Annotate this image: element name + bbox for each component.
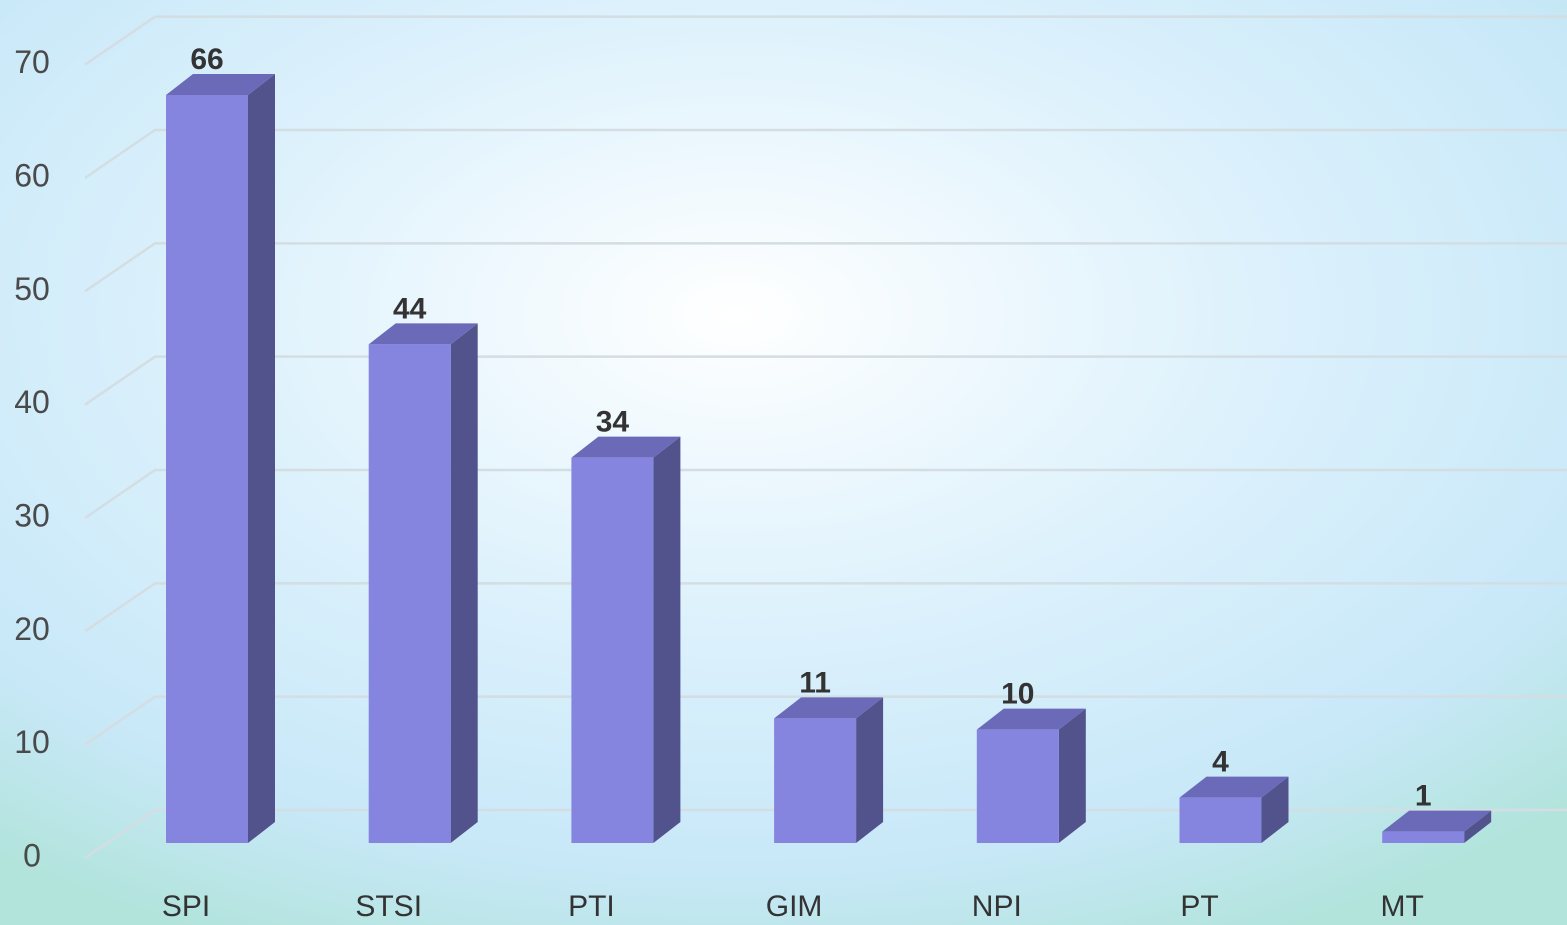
y-tick-label: 60 bbox=[14, 157, 50, 193]
bar-front bbox=[166, 95, 248, 843]
grid-line bbox=[84, 15, 1567, 66]
bar-front bbox=[571, 457, 654, 843]
x-tick-label: MT bbox=[1381, 890, 1424, 923]
bar-top bbox=[774, 697, 884, 719]
bar bbox=[774, 697, 884, 843]
bar-top bbox=[166, 74, 275, 95]
bar-side bbox=[653, 436, 681, 843]
bar-side bbox=[450, 323, 478, 843]
bar-top bbox=[368, 323, 478, 345]
bar-side bbox=[1464, 810, 1492, 843]
x-tick-label: PTI bbox=[568, 890, 615, 923]
grid-line bbox=[84, 808, 1567, 860]
bar-side bbox=[856, 697, 884, 843]
grid-line bbox=[84, 695, 1567, 746]
value-label: 44 bbox=[393, 292, 427, 325]
grid-line bbox=[84, 242, 1567, 293]
bar bbox=[1382, 810, 1492, 843]
value-label: 10 bbox=[1001, 678, 1034, 711]
x-tick-label: STSI bbox=[355, 890, 422, 923]
y-tick-label: 20 bbox=[14, 611, 50, 647]
bar bbox=[166, 74, 275, 843]
x-tick-label: SPI bbox=[162, 890, 210, 923]
y-tick-label: 30 bbox=[14, 497, 50, 533]
bar bbox=[976, 708, 1086, 843]
bar-top bbox=[571, 436, 681, 458]
y-tick-label: 70 bbox=[14, 44, 50, 80]
x-tick-label: NPI bbox=[972, 890, 1022, 923]
y-tick-label: 10 bbox=[14, 724, 50, 760]
bar-top bbox=[1179, 776, 1289, 798]
bar-front bbox=[368, 344, 451, 843]
grid-line bbox=[84, 468, 1567, 520]
value-label: 34 bbox=[596, 406, 630, 439]
value-label: 4 bbox=[1212, 746, 1229, 779]
bar-top bbox=[976, 708, 1086, 730]
y-tick-label: 50 bbox=[14, 271, 50, 307]
bar bbox=[571, 436, 681, 843]
x-tick-label: GIM bbox=[766, 890, 823, 923]
bar-front bbox=[976, 729, 1059, 843]
bar bbox=[1179, 776, 1289, 843]
grid-line bbox=[84, 128, 1567, 180]
bar bbox=[368, 323, 478, 843]
grid-line bbox=[84, 582, 1567, 633]
bar-front bbox=[774, 718, 857, 843]
y-tick-label: 0 bbox=[23, 837, 41, 873]
bar-side bbox=[1058, 708, 1086, 843]
grid-line bbox=[84, 355, 1567, 406]
x-tick-label: PT bbox=[1180, 890, 1218, 923]
value-label: 11 bbox=[799, 666, 831, 699]
bar-top bbox=[1382, 810, 1492, 832]
bar-front bbox=[1382, 831, 1465, 843]
value-label: 1 bbox=[1415, 780, 1432, 813]
value-label: 66 bbox=[190, 43, 223, 76]
bar-side bbox=[1261, 776, 1289, 843]
bar-side bbox=[248, 74, 275, 843]
y-tick-label: 40 bbox=[14, 384, 50, 420]
bar-front bbox=[1179, 797, 1262, 843]
